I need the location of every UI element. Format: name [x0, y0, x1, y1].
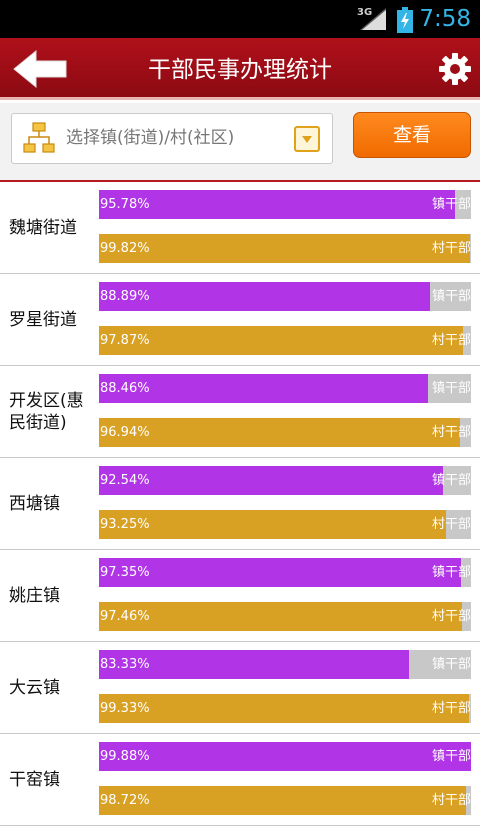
- list-item[interactable]: 罗星街道 88.89% 镇干部 97.87% 村干部: [0, 274, 480, 366]
- list-item[interactable]: 姚庄镇 97.35% 镇干部 97.46% 村干部: [0, 550, 480, 642]
- town-cadre-percent: 88.46%: [100, 381, 150, 396]
- town-cadre-fill: [99, 374, 429, 403]
- village-cadre-bar: 96.94% 村干部: [99, 418, 471, 447]
- town-cadre-fill: [99, 466, 444, 495]
- region-name: 姚庄镇: [9, 585, 60, 606]
- town-cadre-percent: 97.35%: [100, 565, 150, 580]
- village-cadre-percent: 97.46%: [100, 609, 150, 624]
- town-cadre-percent: 99.88%: [100, 749, 150, 764]
- town-cadre-bar: 97.35% 镇干部: [99, 558, 471, 587]
- village-cadre-bar: 99.33% 村干部: [99, 694, 471, 723]
- battery-charging-icon: [397, 7, 413, 33]
- town-cadre-label: 镇干部: [431, 289, 471, 304]
- town-cadre-label: 镇干部: [431, 565, 471, 580]
- village-cadre-label: 村干部: [431, 333, 471, 348]
- village-cadre-percent: 99.82%: [100, 241, 150, 256]
- town-cadre-fill: [99, 558, 462, 587]
- town-cadre-bar: 95.78% 镇干部: [99, 190, 471, 219]
- region-name: 西塘镇: [9, 493, 60, 514]
- village-cadre-fill: [99, 326, 464, 355]
- village-cadre-fill: [99, 786, 467, 815]
- filter-panel: 选择镇(街道)/村(社区) 查看: [0, 103, 480, 182]
- signal-icon: [360, 8, 386, 30]
- title-bar: 干部民事办理统计: [0, 38, 480, 100]
- town-cadre-percent: 95.78%: [100, 197, 150, 212]
- village-cadre-percent: 97.87%: [100, 333, 150, 348]
- list-item[interactable]: 魏塘街道 95.78% 镇干部 99.82% 村干部: [0, 182, 480, 274]
- list-item[interactable]: 西塘镇 92.54% 镇干部 93.25% 村干部: [0, 458, 480, 550]
- village-cadre-label: 村干部: [431, 517, 471, 532]
- town-cadre-bar: 92.54% 镇干部: [99, 466, 471, 495]
- area-selector-placeholder: 选择镇(街道)/村(社区): [66, 128, 235, 148]
- town-cadre-label: 镇干部: [431, 473, 471, 488]
- village-cadre-fill: [99, 510, 446, 539]
- village-cadre-percent: 99.33%: [100, 701, 150, 716]
- village-cadre-percent: 93.25%: [100, 517, 150, 532]
- network-type: 3G: [357, 7, 373, 18]
- village-cadre-bar: 97.87% 村干部: [99, 326, 471, 355]
- town-cadre-bar: 88.89% 镇干部: [99, 282, 471, 311]
- list-item[interactable]: 干窑镇 99.88% 镇干部 98.72% 村干部: [0, 734, 480, 826]
- village-cadre-label: 村干部: [431, 609, 471, 624]
- page-title: 干部民事办理统计: [148, 57, 332, 83]
- title-bar-divider: [0, 97, 480, 100]
- town-cadre-bar: 83.33% 镇干部: [99, 650, 471, 679]
- town-cadre-percent: 83.33%: [100, 657, 150, 672]
- region-name: 干窑镇: [9, 769, 60, 790]
- chevron-down-icon[interactable]: [294, 126, 320, 152]
- town-cadre-percent: 88.89%: [100, 289, 150, 304]
- clock: 7:58: [419, 6, 471, 32]
- village-cadre-bar: 93.25% 村干部: [99, 510, 471, 539]
- gear-icon: [439, 53, 471, 85]
- status-bar: 3G 7:58: [0, 0, 480, 38]
- town-cadre-label: 镇干部: [431, 657, 471, 672]
- region-name: 开发区(惠民街道): [9, 390, 84, 433]
- village-cadre-percent: 98.72%: [100, 793, 150, 808]
- settings-button[interactable]: [438, 52, 472, 86]
- town-cadre-label: 镇干部: [431, 749, 471, 764]
- village-cadre-bar: 98.72% 村干部: [99, 786, 471, 815]
- region-name: 魏塘街道: [9, 217, 77, 238]
- village-cadre-label: 村干部: [431, 425, 471, 440]
- region-name: 大云镇: [9, 677, 60, 698]
- town-cadre-fill: [99, 282, 430, 311]
- area-selector[interactable]: 选择镇(街道)/村(社区): [11, 113, 333, 164]
- list-item[interactable]: 大云镇 83.33% 镇干部 99.33% 村干部: [0, 642, 480, 734]
- village-cadre-fill: [99, 234, 471, 263]
- town-cadre-fill: [99, 650, 409, 679]
- back-button[interactable]: [12, 49, 70, 89]
- village-cadre-fill: [99, 602, 462, 631]
- village-cadre-percent: 96.94%: [100, 425, 150, 440]
- town-cadre-bar: 88.46% 镇干部: [99, 374, 471, 403]
- query-button[interactable]: 查看: [353, 112, 471, 158]
- village-cadre-fill: [99, 418, 460, 447]
- arrow-left-icon: [13, 49, 67, 89]
- org-chart-icon: [23, 122, 55, 153]
- village-cadre-label: 村干部: [431, 701, 471, 716]
- village-cadre-bar: 99.82% 村干部: [99, 234, 471, 263]
- town-cadre-label: 镇干部: [431, 381, 471, 396]
- village-cadre-label: 村干部: [431, 241, 471, 256]
- region-name: 罗星街道: [9, 309, 77, 330]
- village-cadre-label: 村干部: [431, 793, 471, 808]
- town-cadre-label: 镇干部: [431, 197, 471, 212]
- town-cadre-bar: 99.88% 镇干部: [99, 742, 471, 771]
- town-cadre-fill: [99, 742, 471, 771]
- town-cadre-percent: 92.54%: [100, 473, 150, 488]
- stats-list: 魏塘街道 95.78% 镇干部 99.82% 村干部 罗星街道 88.89% 镇干部 97.87…: [0, 182, 480, 826]
- village-cadre-fill: [99, 694, 469, 723]
- list-item[interactable]: 开发区(惠民街道) 88.46% 镇干部 96.94% 村干部: [0, 366, 480, 458]
- village-cadre-bar: 97.46% 村干部: [99, 602, 471, 631]
- town-cadre-fill: [99, 190, 456, 219]
